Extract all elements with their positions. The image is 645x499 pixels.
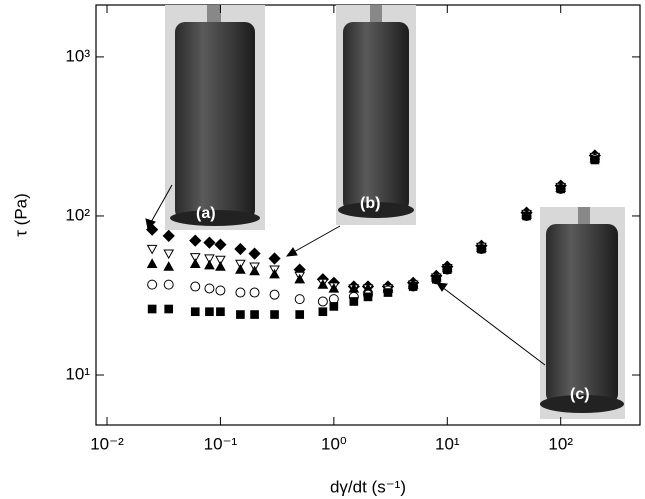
data-point xyxy=(146,244,158,255)
data-point xyxy=(235,287,246,298)
data-point xyxy=(162,229,175,242)
y-tick-label: 10¹ xyxy=(65,365,90,384)
data-point xyxy=(204,283,215,294)
data-point xyxy=(522,211,531,221)
data-point xyxy=(556,184,566,194)
data-point xyxy=(163,249,175,260)
data-point xyxy=(477,244,486,254)
data-point xyxy=(249,265,260,276)
data-point xyxy=(317,296,328,307)
data-point xyxy=(236,310,245,319)
data-point xyxy=(214,238,227,251)
data-point xyxy=(190,307,200,317)
data-point xyxy=(146,258,158,268)
data-point xyxy=(204,259,215,270)
data-point xyxy=(269,289,280,300)
data-point xyxy=(270,310,279,319)
photo-a xyxy=(165,5,265,230)
data-point xyxy=(147,279,158,290)
data-point xyxy=(318,307,328,317)
data-point xyxy=(268,252,281,265)
x-axis-label: dγ/dt (s⁻¹) xyxy=(330,477,406,496)
data-point xyxy=(215,285,226,296)
data-point xyxy=(234,242,247,256)
data-point xyxy=(164,304,174,314)
data-point xyxy=(249,287,260,298)
x-tick-label: 10¹ xyxy=(435,434,460,453)
data-point xyxy=(248,247,261,260)
data-point xyxy=(295,310,305,319)
data-point xyxy=(235,264,246,274)
x-tick-label: 10² xyxy=(548,434,573,453)
data-point xyxy=(329,302,339,311)
x-tick-label: 10⁰ xyxy=(321,434,347,453)
photo-label: (a) xyxy=(196,205,216,222)
data-point xyxy=(147,304,157,314)
data-point xyxy=(204,254,215,265)
data-point xyxy=(215,255,226,266)
photo-label: (c) xyxy=(570,386,590,403)
y-tick-label: 10³ xyxy=(65,46,90,65)
data-point xyxy=(203,236,216,249)
data-point xyxy=(215,261,226,271)
data-point xyxy=(294,273,306,284)
photo-b xyxy=(336,5,416,225)
arrows xyxy=(145,184,546,366)
photo-label: (b) xyxy=(360,195,380,212)
data-point xyxy=(189,258,201,268)
data-point xyxy=(189,253,201,263)
data-point xyxy=(216,307,225,317)
x-tick-label: 10⁻² xyxy=(90,434,124,453)
data-point xyxy=(431,274,441,284)
y-axis-label: τ (Pa) xyxy=(11,193,30,237)
data-point xyxy=(363,292,373,302)
data-point xyxy=(163,261,175,271)
data-point xyxy=(328,282,340,293)
data-point xyxy=(163,279,174,290)
data-point xyxy=(190,281,201,292)
data-point xyxy=(383,288,393,297)
data-point xyxy=(317,279,329,289)
data-point xyxy=(442,265,452,274)
data-point xyxy=(590,155,600,165)
data-point xyxy=(250,310,259,319)
x-tick-label: 10⁻¹ xyxy=(204,434,238,453)
photo-c xyxy=(540,207,625,419)
data-point xyxy=(408,282,418,291)
data-point xyxy=(146,223,159,236)
data-point xyxy=(294,294,305,305)
y-tick-label: 10² xyxy=(65,205,90,224)
data-point xyxy=(189,234,202,247)
data-point xyxy=(205,307,214,317)
data-point xyxy=(349,297,359,306)
data-point xyxy=(269,268,280,279)
